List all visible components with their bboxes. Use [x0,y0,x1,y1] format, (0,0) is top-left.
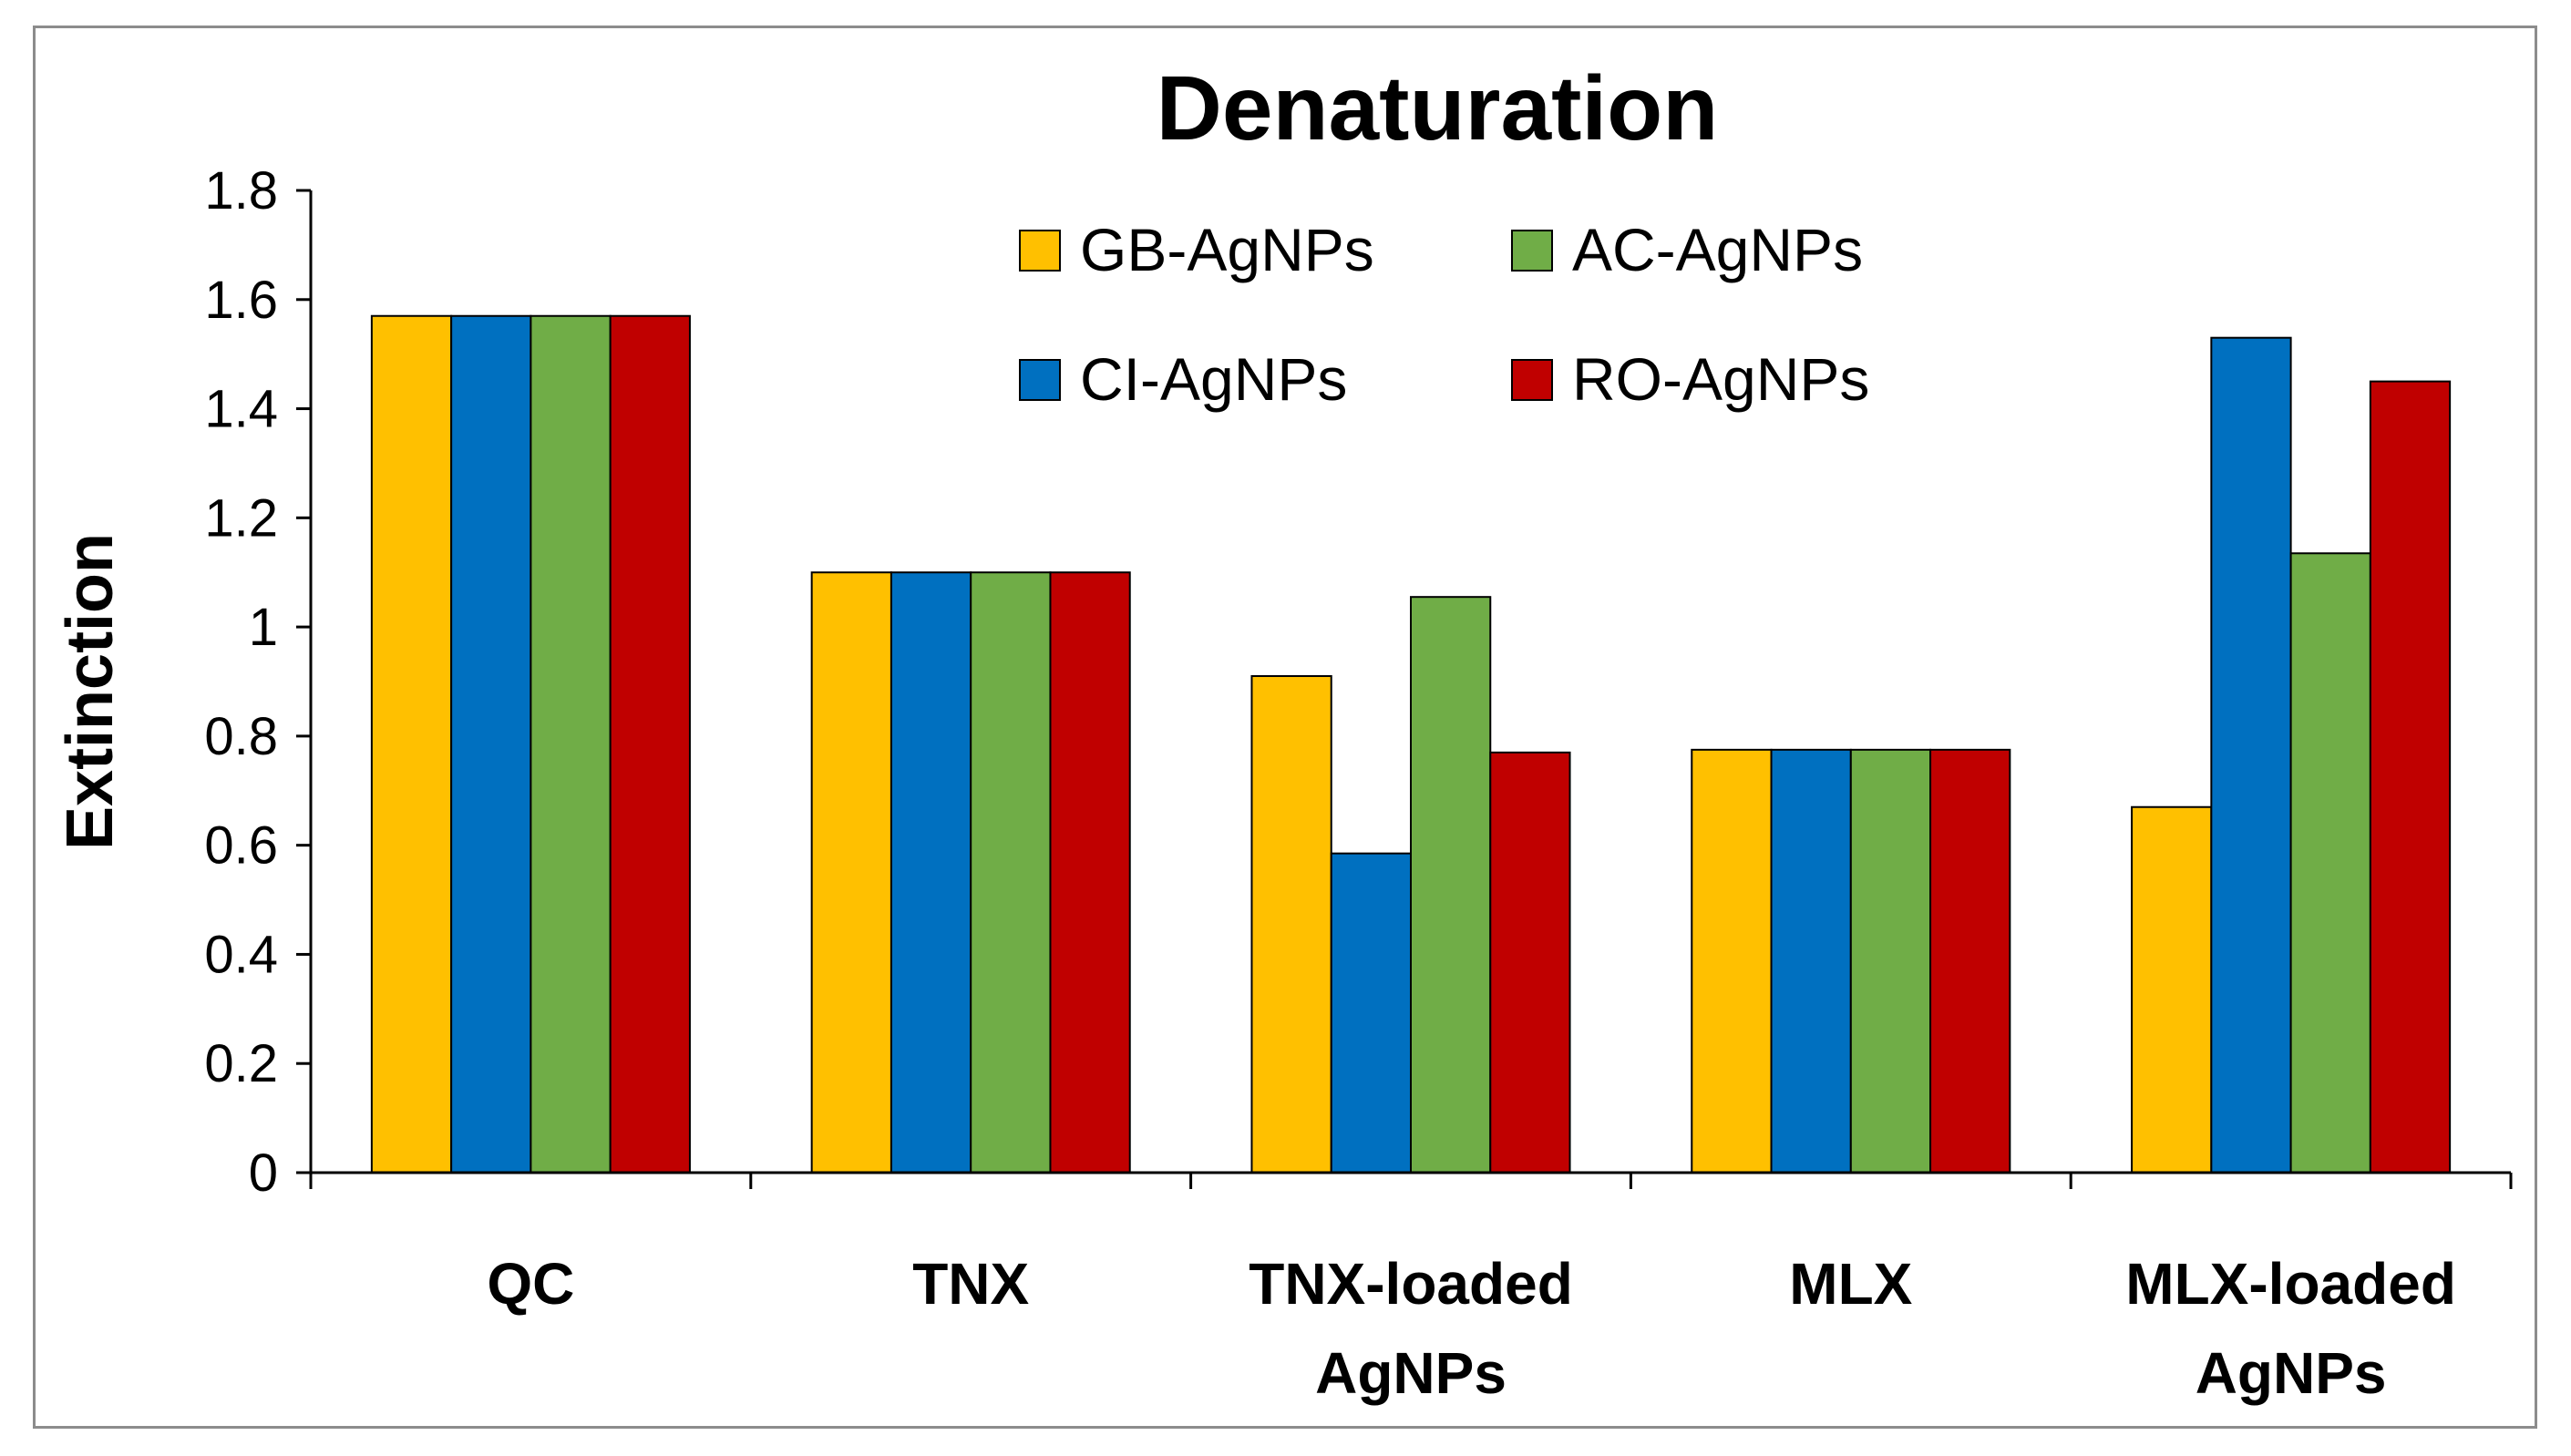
bar-ro-agnps-1 [1049,571,1131,1174]
bar-ro-agnps-2 [1489,751,1571,1174]
legend-item-ci-agnps: CI-AgNPs [1019,345,1347,413]
x-category-label: MLX [1789,1251,1912,1317]
bar-ac-agnps-3 [1849,748,1932,1174]
legend-item-ac-agnps: AC-AgNPs [1511,216,1863,283]
y-tick-label: 1.4 [204,380,278,439]
legend-item-gb-agnps: GB-AgNPs [1019,216,1374,283]
legend-swatch [1511,359,1553,401]
bar-ci-agnps-2 [1330,852,1412,1174]
legend-swatch [1511,230,1553,272]
bar-ro-agnps-0 [609,314,691,1174]
x-category-label: AgNPs [1315,1340,1507,1406]
plot-area: 0 0.2 0.4 0.6 0.8 1 1.2 1.4 1.6 1.8 QC TNX TNX-loade… [204,161,2513,1406]
legend: GB-AgNPs AC-AgNPs CI-AgNPs RO-AgNPs [1019,216,1869,413]
bar-ro-agnps-3 [1929,748,2011,1174]
bar-ac-agnps-2 [1410,596,1492,1174]
y-tick-label: 1.8 [204,161,278,220]
chart-svg: Denaturation Extinction 0 0.2 0.4 0.6 0.8 1 1.… [54,57,2513,1406]
bar-ac-agnps-0 [530,314,612,1174]
legend-swatch [1019,359,1061,401]
legend-label: AC-AgNPs [1572,216,1863,283]
bar-gb-agnps-1 [810,571,892,1174]
bar-ci-agnps-1 [890,571,972,1174]
y-axis-title: Extinction [54,533,127,850]
legend-item-ro-agnps: RO-AgNPs [1511,345,1869,413]
y-tick-label: 0.2 [204,1034,278,1093]
chart-title: Denaturation [1157,57,1719,159]
legend-swatch [1019,230,1061,272]
bar-ci-agnps-4 [2210,336,2292,1174]
y-tick-label: 0.8 [204,707,278,766]
x-category-label: MLX-loaded [2125,1251,2456,1317]
legend-label: GB-AgNPs [1080,216,1374,283]
y-tick-label: 1 [249,598,278,657]
legend-label: CI-AgNPs [1080,345,1347,413]
bar-gb-agnps-0 [370,314,453,1174]
x-category-label: TNX-loaded [1249,1251,1573,1317]
bar-ci-agnps-0 [450,314,532,1174]
bar-gb-agnps-4 [2131,805,2213,1174]
bar-gb-agnps-3 [1691,748,1773,1174]
bar-gb-agnps-2 [1250,675,1332,1174]
y-tick-label: 0.4 [204,925,278,984]
y-tick-label: 0 [249,1143,278,1203]
bar-ci-agnps-3 [1770,748,1852,1174]
x-category-label: QC [487,1251,574,1317]
bar-ro-agnps-4 [2369,380,2452,1174]
bar-ac-agnps-1 [970,571,1052,1174]
chart-frame: Denaturation Extinction 0 0.2 0.4 0.6 0.8 1 1.… [33,26,2537,1429]
y-tick-label: 1.6 [204,271,278,330]
x-category-label: TNX [912,1251,1029,1317]
x-category-label: AgNPs [2196,1340,2387,1406]
y-tick-label: 1.2 [204,488,278,548]
y-tick-label: 0.6 [204,816,278,876]
bar-ac-agnps-4 [2289,552,2371,1174]
legend-label: RO-AgNPs [1572,345,1869,413]
